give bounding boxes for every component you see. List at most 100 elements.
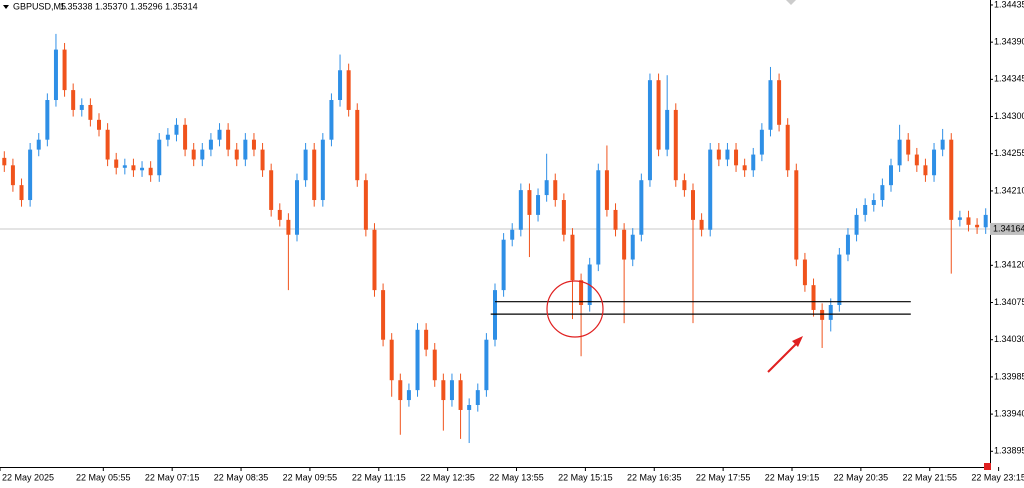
candle-body	[828, 304, 833, 320]
candle-body	[303, 149, 308, 181]
candle-body	[682, 180, 687, 191]
candle-body	[794, 170, 799, 260]
candle-body	[140, 167, 145, 171]
candle-body	[269, 170, 274, 210]
candle-body	[449, 380, 454, 401]
candle-body	[837, 254, 842, 305]
candle-body	[510, 229, 515, 240]
candle-body	[131, 165, 136, 171]
x-tick-label: 22 May 20:35	[834, 472, 889, 482]
candle-body	[811, 285, 816, 310]
candle-body	[234, 149, 239, 160]
menu-arrow[interactable]	[3, 5, 9, 9]
candle-body	[286, 219, 291, 235]
candle-body	[88, 104, 93, 120]
y-tick-label: 1.34120	[994, 260, 1024, 270]
candle-body	[295, 180, 299, 235]
x-tick-label: 22 May 23:15	[971, 472, 1024, 482]
candle-body	[148, 167, 153, 176]
y-tick-label: 1.34345	[994, 74, 1024, 84]
candle-body	[536, 195, 541, 215]
candle-body	[949, 139, 954, 220]
candle-body	[398, 380, 403, 401]
candle-body	[785, 124, 790, 171]
candle-body	[708, 149, 713, 230]
candle-body	[2, 157, 7, 166]
candle-body	[725, 149, 730, 160]
candle-body	[518, 190, 523, 230]
candle-body	[10, 165, 15, 186]
candle-body	[355, 109, 360, 181]
candle-body	[932, 149, 937, 176]
x-tick-label: 22 May 07:15	[145, 472, 200, 482]
x-tick-label: 22 May 09:55	[283, 472, 338, 482]
candle-body	[604, 170, 609, 210]
candle-body	[673, 109, 678, 181]
candle-body	[768, 80, 773, 130]
x-tick-label: 22 May 13:55	[489, 472, 544, 482]
x-tick-label: 22 May 2025	[2, 472, 54, 482]
candle-body	[596, 170, 601, 265]
x-tick-label: 22 May 21:55	[902, 472, 957, 482]
candle-body	[622, 229, 627, 260]
candle-body	[742, 165, 747, 171]
highlight-circle	[546, 280, 604, 338]
candle-body	[906, 139, 911, 155]
candle-body	[889, 165, 893, 186]
candle-body	[79, 104, 84, 110]
candle-body	[243, 139, 248, 160]
corner-button[interactable]	[984, 463, 991, 470]
candle-body	[165, 134, 170, 140]
candle-body	[208, 139, 213, 150]
candle-body	[940, 139, 945, 150]
candle-body	[277, 209, 282, 220]
candle-body	[570, 234, 575, 281]
candle-body	[19, 185, 24, 201]
candle-body	[527, 190, 532, 215]
candle-body	[613, 209, 618, 230]
y-tick-label: 1.34435	[994, 0, 1024, 9]
candle-body	[975, 224, 980, 228]
x-tick-label: 22 May 15:15	[558, 472, 613, 482]
candle-body	[114, 159, 119, 168]
candle-body	[441, 380, 446, 401]
candle-body	[346, 70, 351, 110]
candle-body	[36, 139, 41, 150]
candle-body	[914, 154, 919, 166]
candle-body	[28, 149, 33, 201]
candle-body	[105, 129, 110, 160]
y-tick-label: 1.33940	[994, 408, 1024, 418]
candle-body	[389, 339, 394, 381]
symbol: GBPUSD,M5	[13, 1, 66, 11]
candle-body	[458, 380, 463, 410]
candle-body	[553, 180, 558, 201]
candle-body	[863, 204, 868, 215]
x-tick-label: 22 May 12:35	[420, 472, 475, 482]
y-tick-label: 1.34390	[994, 37, 1024, 47]
ohlc: 1.35338 1.35370 1.35296 1.35314	[60, 1, 198, 11]
arrow-shaft	[767, 341, 799, 373]
candle-body	[880, 185, 885, 201]
candle-body	[251, 139, 256, 150]
candle-body	[759, 129, 764, 155]
candle-body	[329, 100, 334, 140]
candle-body	[320, 139, 325, 201]
candle-body	[415, 329, 420, 391]
candle-body	[639, 180, 644, 235]
candle-body	[122, 165, 127, 168]
x-tick-label: 22 May 19:15	[765, 472, 820, 482]
x-tick-label: 22 May 08:35	[214, 472, 269, 482]
arrow-head	[792, 336, 803, 347]
candle-body	[174, 124, 179, 135]
plot	[0, 33, 990, 444]
candle-body	[820, 309, 825, 320]
x-tick-label: 22 May 11:15	[352, 472, 406, 482]
candle-body	[699, 219, 704, 230]
candle-body	[62, 49, 67, 91]
candle-body	[957, 217, 962, 220]
candle-body	[493, 290, 497, 340]
candle-body	[966, 217, 971, 225]
candle-body	[45, 100, 50, 140]
candle-body	[802, 259, 807, 286]
current-price-label: 1.34164	[993, 223, 1024, 233]
